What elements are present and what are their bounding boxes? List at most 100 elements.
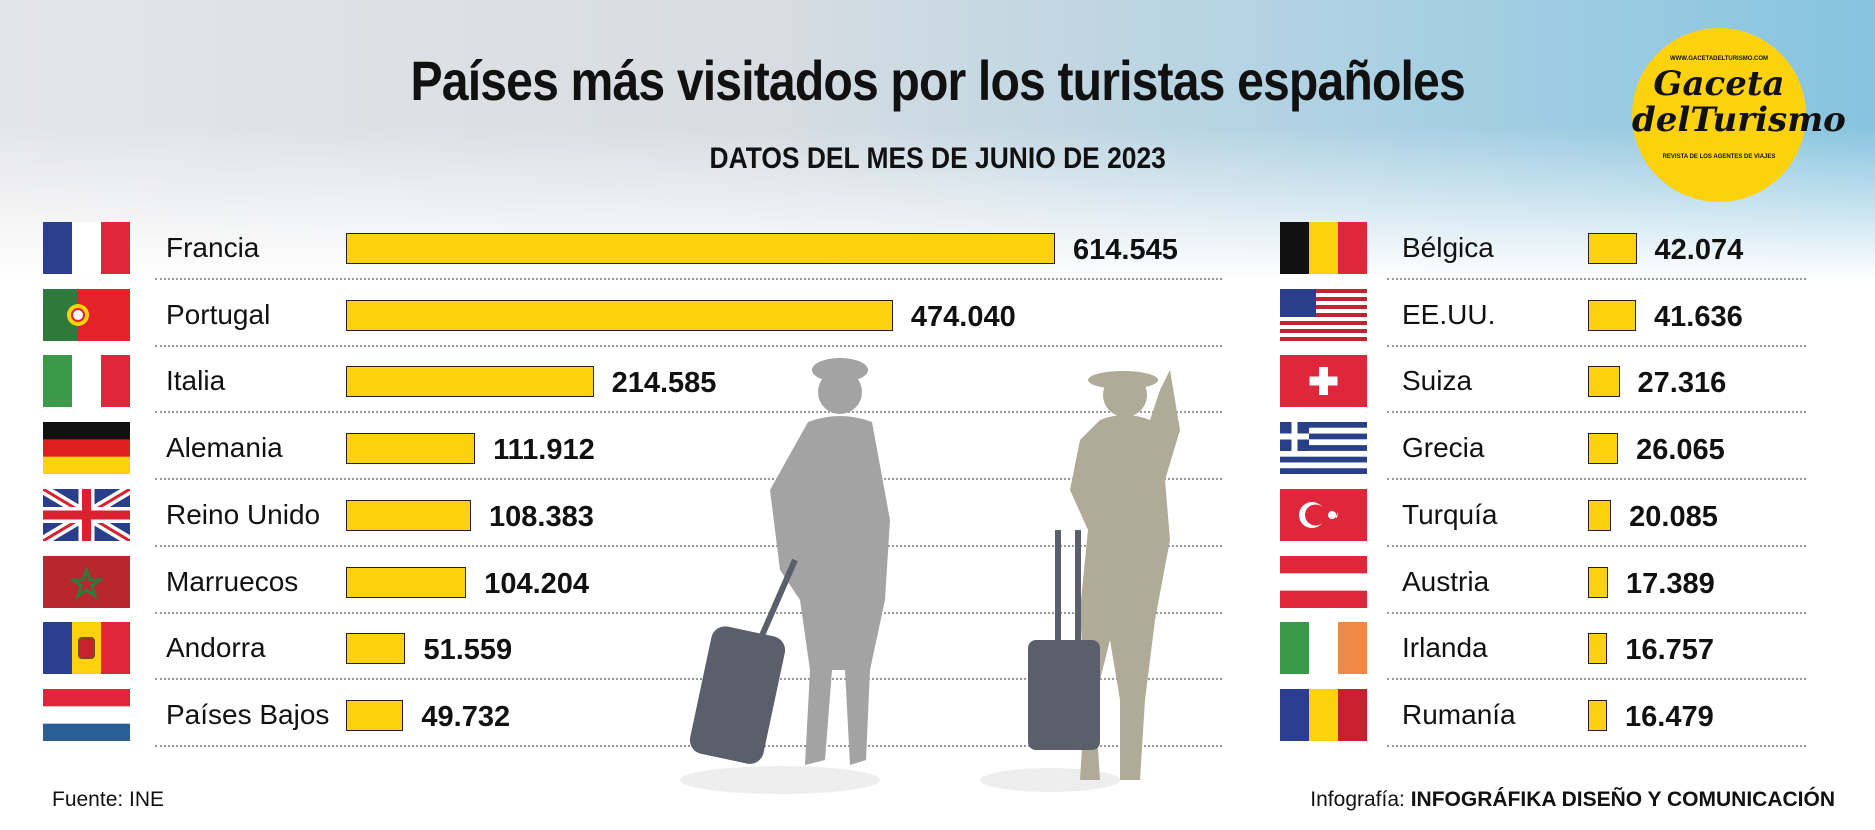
bar — [1588, 233, 1637, 264]
category-label: Turquía — [1402, 498, 1498, 530]
chart-row-left: Países Bajos 49.732 — [0, 688, 1875, 747]
flag-icon — [1280, 688, 1368, 741]
chart-row-left: Andorra 51.559 — [0, 622, 1875, 681]
value-label: 474.040 — [910, 300, 1016, 333]
bar — [346, 499, 472, 531]
value-label: 17.389 — [1626, 567, 1715, 600]
value-label: 41.636 — [1654, 300, 1743, 333]
flag-icon — [1280, 222, 1368, 274]
chart-subtitle: DATOS DEL MES DE JUNIO DE 2023 — [709, 142, 1166, 175]
gaceta-del-turismo-logo: WWW.GACETADELTURISMO.COM Gaceta delTurism… — [1632, 28, 1846, 202]
category-label: EE.UU. — [1402, 298, 1496, 330]
flag-icon — [40, 484, 133, 546]
bar — [346, 233, 1055, 264]
bar — [346, 633, 406, 665]
flag-icon — [1280, 488, 1367, 541]
value-label: 16.479 — [1625, 700, 1714, 733]
category-label: Andorra — [166, 632, 266, 664]
category-label: Grecia — [1402, 432, 1485, 464]
flag-icon — [43, 555, 130, 608]
credit-name: INFOGRÁFIKA DISEÑO Y COMUNICACIÓN — [1410, 788, 1835, 811]
bar — [1588, 566, 1609, 598]
bar — [1588, 366, 1620, 398]
chart-row-right: Suiza 27.316 — [0, 355, 1875, 414]
chart-row-left: Italia 214.585 — [0, 355, 1875, 414]
value-label: 111.912 — [493, 434, 595, 467]
flag-icon — [1280, 288, 1367, 341]
row-divider — [155, 344, 1222, 347]
chart-row-right: Rumanía 16.479 — [0, 688, 1875, 747]
bar — [1588, 633, 1608, 665]
bar — [346, 299, 893, 331]
value-label: 42.074 — [1654, 234, 1744, 266]
source-note: Fuente: INE — [52, 788, 165, 811]
category-label: Reino Unido — [166, 498, 321, 530]
value-label: 49.732 — [421, 700, 511, 733]
male-traveler-silhouette — [770, 358, 890, 765]
flag-icon — [43, 622, 130, 675]
category-label: Países Bajos — [166, 698, 330, 730]
row-divider — [1387, 344, 1806, 347]
bar — [1588, 433, 1619, 465]
chart-row-right: Austria 17.389 — [0, 555, 1875, 614]
chart-row-left: Alemania 111.912 — [0, 422, 1875, 481]
chart-row-left: Francia 614.545 — [0, 222, 1875, 280]
category-label: Marruecos — [166, 565, 299, 597]
row-divider — [155, 544, 1222, 547]
value-label: 27.316 — [1637, 367, 1727, 400]
flag-icon — [1280, 622, 1368, 675]
category-label: Portugal — [166, 298, 271, 330]
logo-name-line2: delTurismo — [1632, 100, 1846, 140]
category-label: Italia — [166, 365, 226, 397]
value-label: 51.559 — [423, 634, 513, 667]
category-label: Bélgica — [1402, 232, 1494, 263]
chart-row-right: Grecia 26.065 — [0, 422, 1875, 481]
flag-icon — [43, 688, 130, 742]
category-label: Rumanía — [1402, 698, 1516, 730]
row-divider — [1387, 278, 1806, 280]
category-label: Suiza — [1402, 365, 1473, 397]
flag-icon — [1280, 422, 1367, 475]
value-label: 214.585 — [611, 367, 717, 400]
bar — [1588, 699, 1607, 731]
travelers-silhouette-illustration — [680, 358, 1180, 794]
value-label: 108.383 — [489, 500, 594, 533]
row-divider — [1387, 478, 1806, 481]
chart-row-right: Bélgica 42.074 — [0, 222, 1875, 280]
bar — [346, 699, 404, 731]
row-divider — [155, 744, 1222, 747]
category-label: Austria — [1402, 565, 1490, 597]
value-label: 20.085 — [1629, 500, 1718, 533]
value-label: 16.757 — [1625, 634, 1715, 667]
category-label: Irlanda — [1402, 632, 1488, 664]
chart-row-right: Irlanda 16.757 — [0, 622, 1875, 681]
logo-url: WWW.GACETADELTURISMO.COM — [1669, 56, 1769, 62]
flag-icon — [43, 355, 131, 408]
flag-icon — [43, 422, 130, 475]
flag-icon — [43, 222, 131, 274]
bar — [346, 366, 594, 398]
chart-row-left: Portugal 474.040 — [0, 288, 1875, 347]
logo-name-line1: Gaceta — [1653, 64, 1785, 104]
bar — [1588, 299, 1637, 331]
row-divider — [1387, 744, 1806, 747]
row-divider — [1387, 544, 1806, 547]
row-divider — [155, 611, 1222, 614]
shadow — [680, 766, 880, 794]
logo-name: Gaceta delTurismo — [1632, 64, 1846, 138]
male-suitcase — [689, 558, 798, 764]
chart-row-right: EE.UU. 41.636 — [0, 288, 1875, 347]
value-label: 614.545 — [1073, 234, 1178, 266]
value-label: 26.065 — [1636, 434, 1725, 467]
chart-row-left: Reino Unido 108.383 — [0, 484, 1875, 547]
flag-icon — [43, 288, 130, 341]
credit-prefix: Infografía: — [1310, 788, 1411, 811]
category-label: Alemania — [166, 432, 283, 464]
row-divider — [155, 278, 1222, 280]
row-divider — [1387, 411, 1806, 414]
value-label: 104.204 — [484, 567, 590, 600]
female-suitcase — [1028, 530, 1100, 750]
flag-icon — [1280, 555, 1367, 608]
row-divider — [155, 411, 1222, 414]
row-divider — [1387, 678, 1806, 681]
